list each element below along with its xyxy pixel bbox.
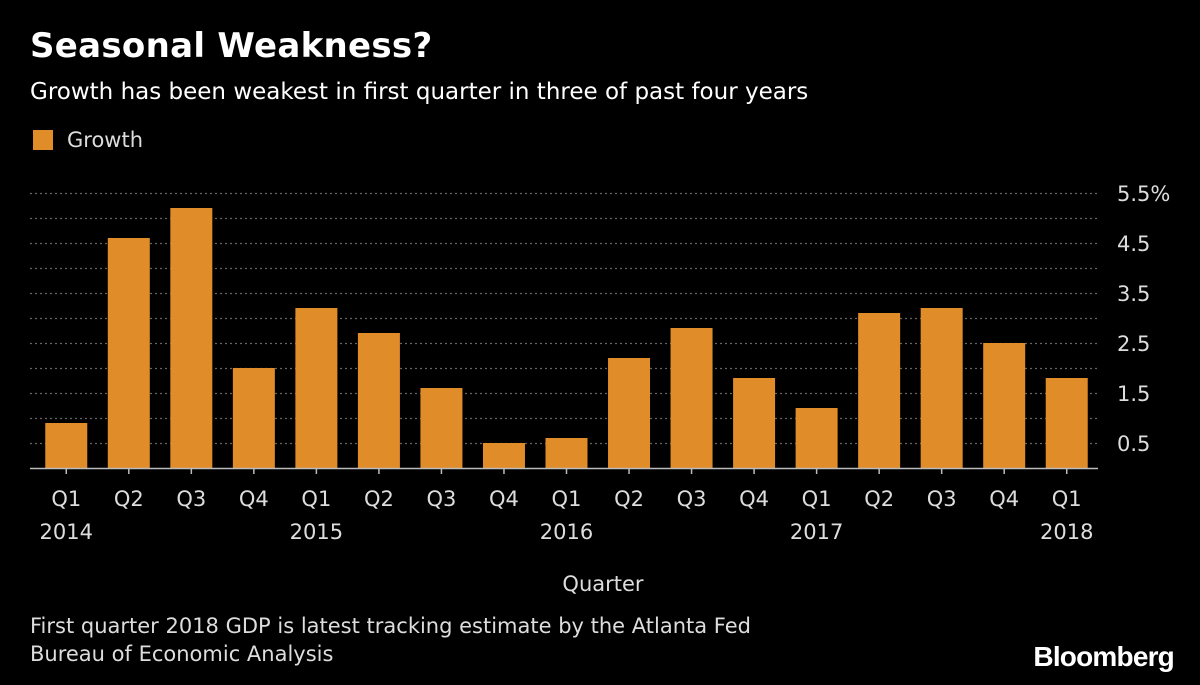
x-tick-label: Q3 <box>176 487 206 511</box>
x-tick-label: Q1 <box>301 487 331 511</box>
x-tick-label: Q2 <box>864 487 894 511</box>
bar <box>920 308 963 468</box>
bar <box>295 308 338 468</box>
x-axis-title: Quarter <box>562 572 644 596</box>
x-tick-label: Q4 <box>489 487 519 511</box>
bar <box>858 313 901 468</box>
legend-swatch <box>33 130 53 150</box>
x-year-label: 2015 <box>290 520 343 544</box>
x-tick-label: Q4 <box>989 487 1019 511</box>
bar <box>232 368 275 468</box>
y-tick-label: 2.5 <box>1117 332 1150 356</box>
y-tick-label: 0.5 <box>1117 432 1150 456</box>
x-year-label: 2014 <box>40 520 93 544</box>
x-tick-label: Q1 <box>51 487 81 511</box>
x-tick-label: Q3 <box>677 487 707 511</box>
bloomberg-logo: Bloomberg <box>1033 641 1174 672</box>
x-tick-label: Q2 <box>364 487 394 511</box>
x-tick-label: Q2 <box>614 487 644 511</box>
footnote-estimate: First quarter 2018 GDP is latest trackin… <box>30 614 751 638</box>
bar <box>795 408 838 468</box>
bar <box>670 328 713 468</box>
x-tick-label: Q3 <box>426 487 456 511</box>
bar <box>983 343 1026 468</box>
bar <box>107 238 150 468</box>
bar <box>733 378 776 468</box>
x-tick-label: Q3 <box>927 487 957 511</box>
footnote-source: Bureau of Economic Analysis <box>30 642 334 666</box>
x-tick-label: Q2 <box>114 487 144 511</box>
x-tick-label: Q1 <box>1052 487 1082 511</box>
bar <box>482 443 525 468</box>
x-tick-label: Q4 <box>739 487 769 511</box>
x-year-label: 2018 <box>1040 520 1093 544</box>
x-tick-label: Q1 <box>802 487 832 511</box>
bar <box>1045 378 1088 468</box>
x-tick-label: Q4 <box>239 487 269 511</box>
bar <box>357 333 400 468</box>
y-tick-label: 5.5% <box>1117 182 1170 206</box>
x-year-label: 2016 <box>540 520 593 544</box>
bar <box>545 438 588 468</box>
bar <box>170 208 213 468</box>
y-tick-label: 4.5 <box>1117 232 1150 256</box>
y-tick-label: 3.5 <box>1117 282 1150 306</box>
bar <box>608 358 651 468</box>
chart-title: Seasonal Weakness? <box>30 26 433 66</box>
y-tick-label: 1.5 <box>1117 382 1150 406</box>
x-year-label: 2017 <box>790 520 843 544</box>
chart-subtitle: Growth has been weakest in first quarter… <box>30 79 809 105</box>
bar <box>45 423 88 468</box>
x-tick-label: Q1 <box>552 487 582 511</box>
legend-label: Growth <box>67 128 144 152</box>
legend: Growth <box>33 128 143 152</box>
bar <box>420 388 463 468</box>
